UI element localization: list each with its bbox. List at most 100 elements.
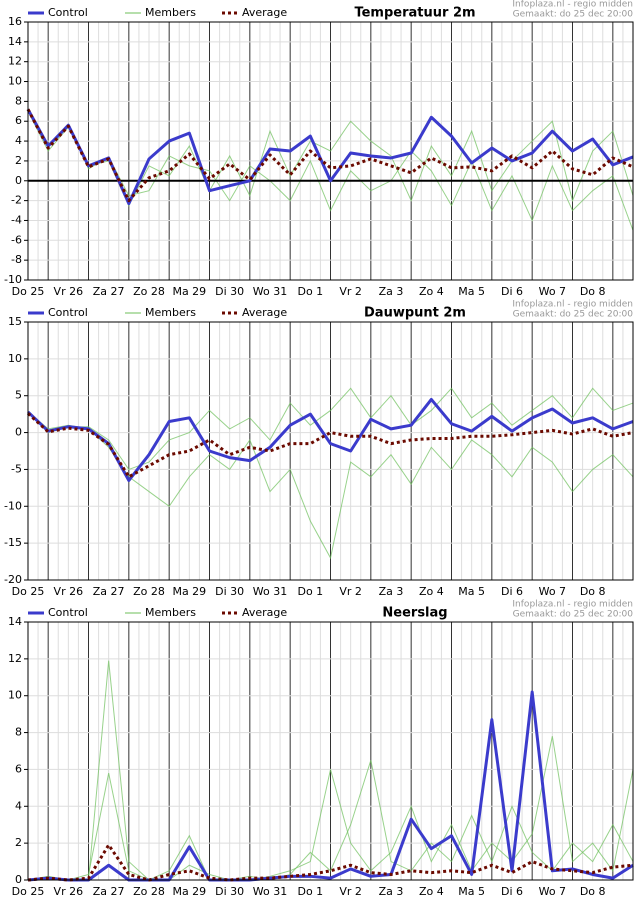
y-tick-label: 6 <box>15 762 22 775</box>
x-tick-label: Wo 31 <box>253 585 287 598</box>
average-line <box>26 108 634 203</box>
x-tick-label: Di 6 <box>501 585 523 598</box>
made: Gemaakt: do 25 dec 20:00 <box>513 610 634 620</box>
y-tick-label: 8 <box>15 94 22 107</box>
x-tick-label: Wo 31 <box>253 885 287 898</box>
legend-label: Control <box>48 306 88 319</box>
member-line <box>27 111 634 207</box>
x-tick-label: Zo 4 <box>419 285 444 298</box>
y-tick-label: 0 <box>15 174 22 187</box>
y-tick-label: 0 <box>15 873 22 886</box>
y-tick-label: 12 <box>8 55 22 68</box>
x-tick-label: Zo 4 <box>419 585 444 598</box>
x-tick-label: Za 27 <box>93 885 125 898</box>
legend-label: Average <box>242 606 287 619</box>
y-tick-label: 12 <box>8 652 22 665</box>
source: Infoplaza.nl - regio midden <box>512 300 633 310</box>
x-tick-label: Do 8 <box>580 585 606 598</box>
y-tick-label: 10 <box>8 75 22 88</box>
plot-frame <box>27 21 634 281</box>
legend-label: Average <box>242 306 287 319</box>
x-tick-label: Ma 29 <box>172 585 206 598</box>
member-line <box>27 760 634 881</box>
legend-label: Members <box>145 606 196 619</box>
panel: -20 -15 -10 -5 0 5 10 15 Do 25 Vr 26 Za 27 Zo 28 Ma … <box>4 300 634 598</box>
member-line <box>27 108 634 231</box>
member-line <box>27 411 634 560</box>
source: Infoplaza.nl - regio midden <box>512 600 633 610</box>
x-tick-label: Vr 2 <box>339 285 362 298</box>
y-tick-label: -10 <box>4 273 22 286</box>
y-tick-label: 10 <box>8 352 22 365</box>
x-tick-label: Ma 29 <box>172 285 206 298</box>
x-tick-label: Za 27 <box>93 585 125 598</box>
y-tick-label: -8 <box>11 253 22 266</box>
x-tick-label: Vr 26 <box>54 285 84 298</box>
legend-label: Members <box>145 6 196 19</box>
x-tick-label: Za 3 <box>379 885 404 898</box>
chart-title: Neerslag <box>382 606 447 621</box>
x-tick-label: Di 6 <box>501 285 523 298</box>
x-tick-label: Do 8 <box>580 885 606 898</box>
control-line <box>26 108 634 206</box>
x-tick-label: Di 6 <box>501 885 523 898</box>
x-tick-label: Wo 7 <box>539 585 566 598</box>
chart-title: Dauwpunt 2m <box>364 306 466 321</box>
y-tick-label: -4 <box>11 213 22 226</box>
x-tick-label: Wo 7 <box>539 885 566 898</box>
legend-label: Members <box>145 306 196 319</box>
y-tick-label: 10 <box>8 689 22 702</box>
y-tick-label: 0 <box>15 426 22 439</box>
member-line <box>28 660 634 881</box>
x-tick-label: Do 25 <box>12 885 45 898</box>
plot-frame <box>27 321 634 581</box>
x-tick-label: Vr 26 <box>54 885 84 898</box>
legend-label: Average <box>242 6 287 19</box>
x-tick-label: Do 8 <box>580 285 606 298</box>
x-tick-label: Zo 28 <box>133 885 165 898</box>
x-tick-label: Di 30 <box>215 285 244 298</box>
x-tick-label: Ma 5 <box>458 285 485 298</box>
plot-frame <box>27 621 634 881</box>
x-tick-label: Di 30 <box>215 885 244 898</box>
x-tick-label: Zo 28 <box>133 285 165 298</box>
y-tick-label: 14 <box>8 615 22 628</box>
x-tick-label: Vr 2 <box>339 585 362 598</box>
y-tick-label: 8 <box>15 726 22 739</box>
x-tick-label: Do 1 <box>297 285 323 298</box>
x-tick-label: Di 30 <box>215 585 244 598</box>
y-tick-label: -10 <box>4 499 22 512</box>
x-tick-label: Za 27 <box>93 285 125 298</box>
y-tick-label: 16 <box>8 15 22 28</box>
x-tick-label: Ma 29 <box>172 885 206 898</box>
y-tick-label: 14 <box>8 35 22 48</box>
made: Gemaakt: do 25 dec 20:00 <box>513 310 634 320</box>
y-tick-label: 2 <box>15 836 22 849</box>
x-tick-label: Vr 2 <box>339 885 362 898</box>
x-tick-label: Wo 31 <box>253 285 287 298</box>
control-line <box>26 397 634 482</box>
y-tick-label: 15 <box>8 315 22 328</box>
x-tick-label: Wo 7 <box>539 285 566 298</box>
y-tick-label: 4 <box>15 134 22 147</box>
x-tick-label: Do 1 <box>297 585 323 598</box>
y-tick-label: 6 <box>15 114 22 127</box>
chart-title: Temperatuur 2m <box>354 6 475 21</box>
y-tick-label: 5 <box>15 389 22 402</box>
x-tick-label: Zo 28 <box>133 585 165 598</box>
x-tick-label: Ma 5 <box>458 585 485 598</box>
y-tick-label: -15 <box>4 536 22 549</box>
y-tick-label: -6 <box>11 233 22 246</box>
y-tick-label: 4 <box>15 799 22 812</box>
x-tick-label: Za 3 <box>379 285 404 298</box>
panel: 0 2 4 6 8 10 12 14 Do 25 Vr 26 Za 27 Zo 28 Ma 29 Di 3… <box>8 600 634 898</box>
x-tick-label: Do 1 <box>297 885 323 898</box>
made: Gemaakt: do 25 dec 20:00 <box>513 10 634 20</box>
x-tick-label: Ma 5 <box>458 885 485 898</box>
y-tick-label: -2 <box>11 194 22 207</box>
legend-label: Control <box>48 6 88 19</box>
x-tick-label: Do 25 <box>12 585 45 598</box>
panel: -10 -8 -6 -4 -2 0 2 4 6 8 10 12 14 16 Do 25 Vr 26 Za 27 Z… <box>4 0 634 298</box>
member-line <box>27 387 634 471</box>
